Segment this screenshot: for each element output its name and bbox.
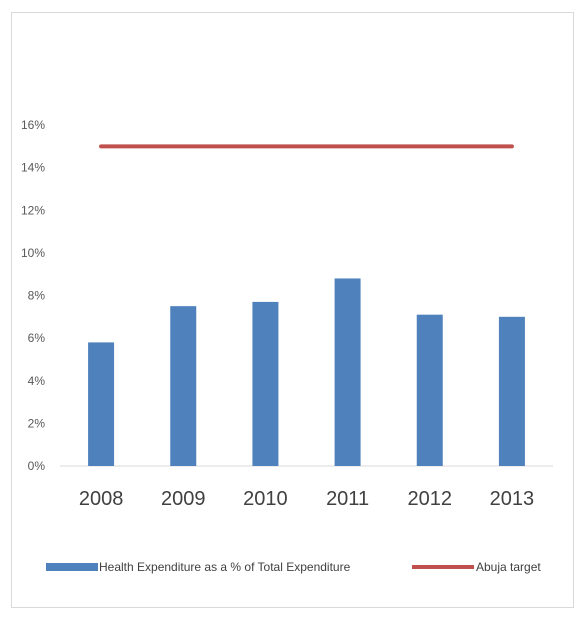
bar-2012 [417,315,443,466]
y-tick-label: 16% [21,118,45,132]
bar-2008 [88,342,114,466]
bar-2011 [335,278,361,466]
bar-2009 [170,306,196,466]
chart-border [12,13,574,608]
y-tick-label: 14% [21,161,45,175]
y-tick-label: 0% [28,459,46,473]
x-tick-label: 2012 [408,488,453,510]
y-tick-label: 2% [28,416,46,430]
y-tick-label: 4% [28,374,46,388]
bar-2010 [252,302,278,466]
x-tick-label: 2008 [79,488,124,510]
x-tick-label: 2010 [243,488,288,510]
y-tick-label: 12% [21,203,45,217]
legend-swatch-health-expenditure [46,563,98,571]
y-tick-label: 10% [21,246,45,260]
bar-2013 [499,317,525,466]
y-tick-label: 8% [28,289,46,303]
x-tick-label: 2009 [161,488,206,510]
x-tick-label: 2011 [326,488,369,510]
legend-label-abuja-target: Abuja target [476,560,541,574]
x-tick-label: 2013 [490,488,535,510]
legend-label-health-expenditure: Health Expenditure as a % of Total Expen… [99,560,351,574]
y-tick-label: 6% [28,331,46,345]
